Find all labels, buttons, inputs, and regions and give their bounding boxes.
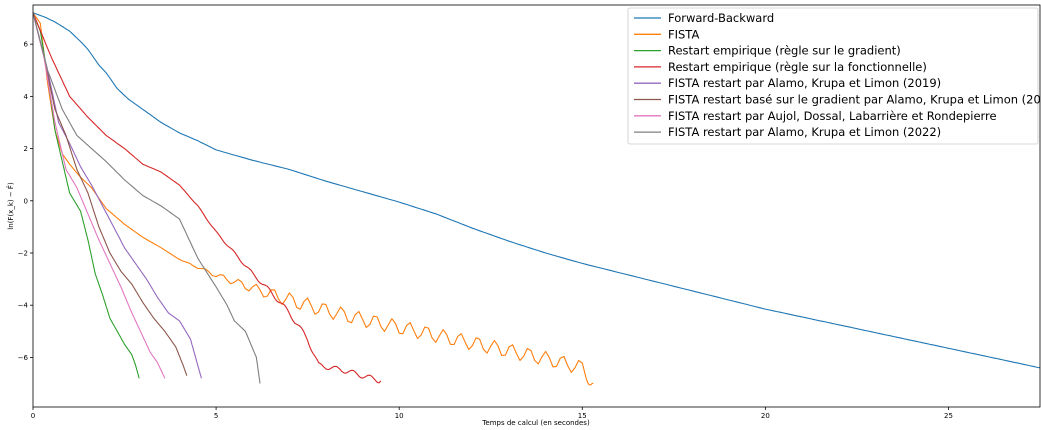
series-line <box>33 12 1040 369</box>
x-tick-label: 5 <box>214 412 218 420</box>
series-line <box>33 12 594 386</box>
legend-entry: Restart empirique (règle sur le gradient… <box>668 44 901 58</box>
legend-entry: Restart empirique (règle sur la fonction… <box>668 60 927 74</box>
x-tick-label: 15 <box>578 412 587 420</box>
y-ticks: −6 −4 −2 0 2 4 6 <box>18 41 33 362</box>
series-line <box>33 12 188 376</box>
y-tick-label: −2 <box>18 249 28 257</box>
series-line <box>33 12 261 384</box>
x-tick-label: 0 <box>31 412 35 420</box>
x-tick-label: 25 <box>944 412 953 420</box>
legend-entry: Forward-Backward <box>668 11 774 25</box>
y-tick-label: −6 <box>18 354 29 362</box>
x-ticks: 0 5 10 15 20 25 <box>31 407 953 420</box>
plot-frame <box>32 4 1041 408</box>
series-line <box>33 12 202 379</box>
y-tick-label: 0 <box>24 197 28 205</box>
legend-entry: FISTA restart par Alamo, Krupa et Limon … <box>668 76 941 90</box>
x-tick-label: 10 <box>395 412 404 420</box>
series-line <box>33 12 382 384</box>
series-line <box>33 12 166 379</box>
y-tick-label: 4 <box>24 93 29 101</box>
x-tick-label: 20 <box>761 412 770 420</box>
legend-entry: FISTA <box>668 27 699 41</box>
legend-entry: FISTA restart par Alamo, Krupa et Limon … <box>668 125 941 139</box>
y-tick-label: −4 <box>18 302 29 310</box>
y-tick-label: 2 <box>24 145 28 153</box>
legend: Forward-Backward FISTA Restart empirique (… <box>627 7 1041 145</box>
legend-box <box>627 7 1039 145</box>
x-axis-label: Temps de calcul (en secondes) <box>481 419 590 427</box>
y-tick-label: 6 <box>24 41 29 49</box>
y-axis-label: ln(F(x_k) − F̂) <box>7 182 15 230</box>
legend-entry: FISTA restart basé sur le gradient par A… <box>668 93 1041 107</box>
plot-lines <box>33 12 1040 386</box>
legend-entry: FISTA restart par Aujol, Dossal, Labarri… <box>668 109 997 123</box>
series-line <box>33 12 140 379</box>
